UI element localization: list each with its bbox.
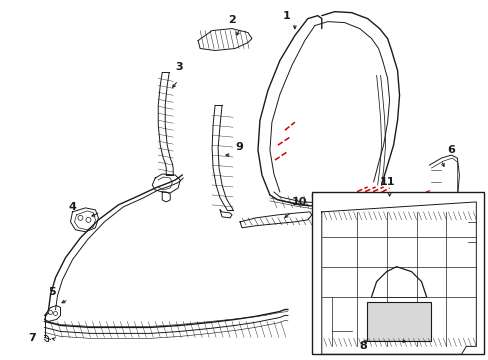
Text: 6: 6: [447, 145, 454, 155]
Text: 5: 5: [48, 287, 56, 297]
Text: 10: 10: [291, 197, 306, 207]
Bar: [366, 302, 430, 341]
Bar: [311, 192, 483, 354]
Text: 7: 7: [29, 333, 36, 343]
Text: 3: 3: [175, 62, 183, 72]
Text: 1: 1: [283, 11, 290, 21]
Text: 8: 8: [359, 341, 366, 351]
Text: 2: 2: [227, 15, 235, 24]
Text: 11: 11: [379, 177, 394, 187]
Text: 9: 9: [235, 142, 243, 152]
Text: 4: 4: [68, 202, 76, 212]
